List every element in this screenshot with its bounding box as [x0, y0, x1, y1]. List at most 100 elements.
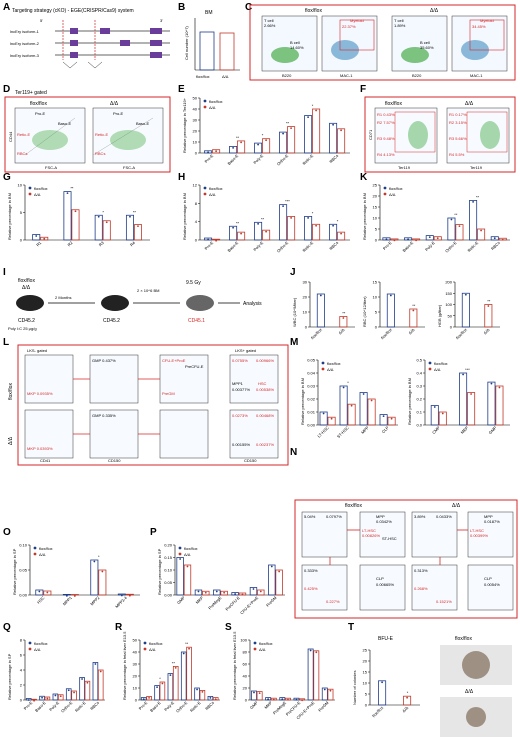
bar: [98, 569, 107, 596]
bar: [327, 688, 334, 701]
l-f-mpp2: 0.00966%: [256, 358, 274, 363]
data-point: [272, 698, 275, 701]
significance-label: *: [312, 210, 314, 215]
tick-label: 50: [193, 96, 198, 101]
n-d-clp: 0.0054%: [484, 582, 500, 587]
data-point: [330, 417, 333, 420]
label-I: I: [3, 267, 6, 278]
d-title: Ter119+ gated: [15, 90, 47, 96]
category-label: Baso-E: [401, 240, 414, 253]
tick-label: 0.01: [307, 410, 316, 415]
legend-label: Δ/Δ: [39, 552, 46, 557]
bar: [62, 594, 71, 596]
bar: [84, 680, 91, 701]
chart-J1: 0 10 20 30 WBC (10^9/liter) flox/flox ** Δ/Δ: [292, 280, 355, 340]
data-point: [161, 682, 164, 685]
y-axis-label: Relative percentage in BM: [362, 193, 367, 240]
panel-a-title: Targeting strategy (cKO) - EGE(CRISPR/Ca…: [12, 8, 134, 14]
data-point: [278, 570, 281, 573]
f-flox-title: flox/flox: [385, 101, 402, 107]
category-label: Baso-E: [34, 700, 47, 713]
category-label: GMP: [488, 425, 498, 435]
tick-label: 0: [195, 238, 198, 243]
n-f-clp-label: CLP: [376, 576, 384, 581]
bar: [183, 564, 192, 596]
data-point: [493, 237, 496, 240]
bar: [254, 221, 263, 241]
data-point: [412, 309, 415, 312]
legend-swatch: [28, 647, 32, 651]
d-delta-proe: Pro-E: [113, 111, 124, 116]
l-f-hsc: 0.00538%: [256, 387, 274, 392]
bar: [279, 697, 286, 701]
tick-label: 0: [365, 703, 368, 708]
data-point: [93, 560, 96, 563]
bar: [254, 142, 263, 154]
tick-label: 20: [303, 295, 308, 300]
category-label: Ortho-E: [444, 240, 458, 254]
bar: [275, 569, 283, 596]
significance-label: *: [407, 690, 409, 695]
tick-label: 30: [133, 662, 138, 667]
category-label: MPP: [360, 425, 370, 435]
bar: [279, 131, 288, 154]
bar: [430, 405, 439, 426]
bar: [337, 128, 346, 154]
bar: [194, 589, 203, 596]
l-pregm-f: PreGM: [162, 391, 175, 396]
data-point: [282, 132, 284, 135]
n-plots: [301, 511, 514, 611]
bar: [231, 592, 239, 596]
data-point: [487, 305, 490, 307]
significance-label: *: [102, 209, 104, 214]
legend-swatch: [203, 186, 207, 190]
n-d-mpp-label: MPP: [484, 514, 493, 519]
bar: [327, 416, 336, 426]
data-point: [215, 239, 218, 242]
data-point: [382, 415, 385, 417]
legend-swatch: [143, 647, 147, 651]
c-x2b: MAC-1: [470, 73, 483, 78]
f-flox-r2: R2 7.57%: [377, 120, 395, 125]
bar: [425, 235, 434, 241]
bar: [313, 650, 320, 701]
bar: [57, 694, 64, 701]
bar: [97, 669, 104, 701]
d-xlabel: FSC-A: [45, 165, 57, 170]
d-flox-rbcs: RBCs: [17, 151, 27, 156]
bar: [251, 690, 257, 701]
data-point: [73, 691, 75, 694]
bar: [229, 225, 238, 241]
data-point: [295, 698, 298, 701]
category-label: Poly-E: [48, 700, 60, 712]
legend-swatch: [28, 641, 32, 645]
data-point: [94, 663, 97, 665]
data-point: [46, 697, 49, 700]
f-flox-r1: R1 0.43%: [377, 112, 395, 117]
legend-swatch: [203, 105, 207, 109]
legend-swatch: [178, 546, 182, 550]
data-point: [329, 689, 332, 692]
bar: [461, 292, 470, 328]
data-point: [142, 698, 145, 700]
bar: [140, 697, 147, 701]
panel-d-frame: [4, 96, 171, 173]
category-label: MPP3-4: [114, 595, 128, 609]
data-point: [315, 224, 317, 227]
data-point: [342, 317, 345, 319]
category-label: Δ/Δ: [407, 327, 415, 335]
category-label: Poly-E: [163, 700, 175, 712]
bar: [194, 687, 200, 701]
tick-label: 12: [193, 183, 198, 188]
data-point: [501, 238, 504, 241]
data-point: [182, 652, 185, 655]
n-f-lksp: 0.0797%: [326, 514, 342, 519]
bar: [212, 697, 219, 701]
data-point: [381, 681, 383, 684]
y-axis-label: Relative percentage in Ter119+: [182, 97, 187, 153]
category-label: Pro-E: [203, 153, 214, 164]
category-label: Pro-E: [203, 240, 214, 251]
l-d-mpp2: 0.00468%: [256, 413, 274, 418]
chart-G: 0 5 10 Relative percentage in BM R1 ** R2 * R3 **…: [7, 183, 150, 247]
b-cat-flox: flox/flox: [196, 74, 210, 79]
